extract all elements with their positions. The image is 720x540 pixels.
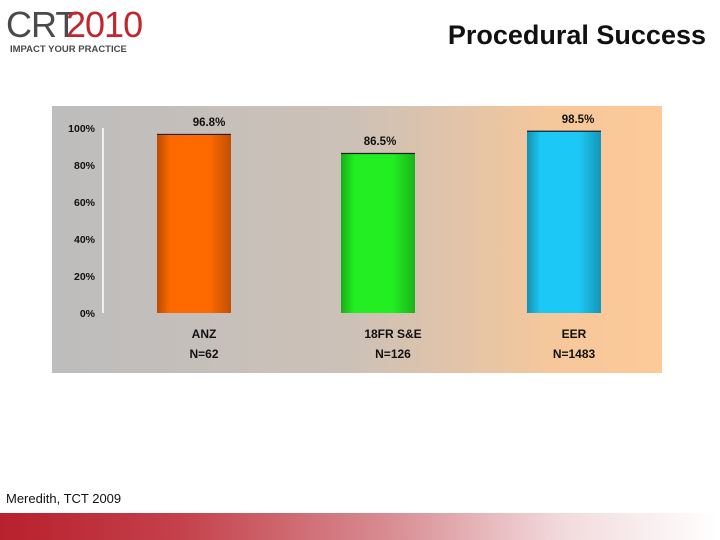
n-label: N=62	[189, 347, 218, 361]
bar-shade-1	[341, 152, 415, 313]
category-label: 18FR S&E	[364, 327, 421, 341]
bar-value-label: 98.5%	[562, 114, 595, 126]
n-label: N=126	[375, 347, 411, 361]
citation-text: Meredith, TCT 2009	[6, 491, 122, 506]
y-tick-label: 100%	[68, 123, 96, 135]
category-label: ANZ	[192, 327, 217, 341]
y-tick-label: 60%	[74, 197, 96, 209]
logo-tagline: IMPACT YOUR PRACTICE	[10, 44, 127, 55]
bar-shade-2	[527, 130, 601, 313]
bar-chart: 100% 80% 60% 40% 20% 0% 96.8% ANZ N=62 86.5% 18FR …	[68, 114, 601, 361]
n-label: N=1483	[553, 347, 596, 361]
footer-bar	[0, 513, 720, 540]
logo-crt-text: CRT	[6, 4, 77, 45]
bar-value-label: 96.8%	[193, 117, 226, 129]
y-tick-label: 80%	[74, 160, 96, 172]
y-tick-label: 0%	[80, 308, 96, 320]
logo-year-text: 2010	[66, 4, 143, 45]
bar-shade-0	[157, 133, 231, 313]
crt-2010-logo: CRT 2010 IMPACT YOUR PRACTICE	[6, 6, 146, 56]
y-tick-label: 40%	[74, 234, 96, 246]
slide-title: Procedural Success	[447, 20, 706, 50]
bar-value-label: 86.5%	[364, 136, 397, 148]
chart-panel: 100% 80% 60% 40% 20% 0% 96.8% ANZ N=62 86.5% 18FR …	[52, 106, 662, 373]
y-tick-label: 20%	[74, 271, 96, 283]
category-label: EER	[562, 327, 587, 341]
